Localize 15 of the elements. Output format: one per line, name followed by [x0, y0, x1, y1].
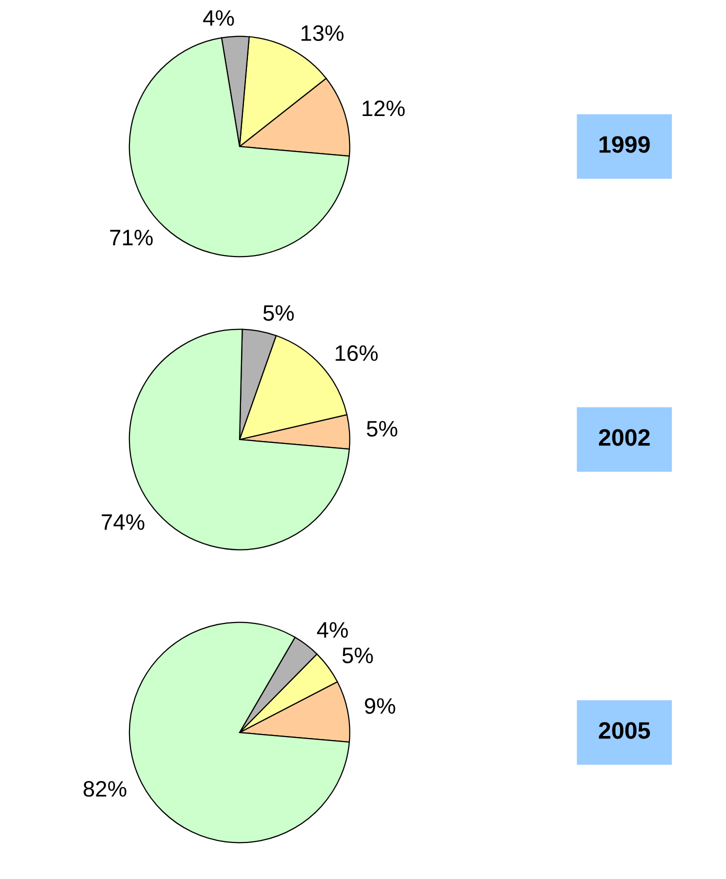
data-label: 9%: [364, 698, 396, 714]
data-label: 12%: [362, 100, 405, 116]
data-label: 74%: [102, 514, 144, 530]
data-label: 5%: [263, 305, 294, 321]
data-label: 5%: [366, 420, 398, 437]
text: 2005: [598, 722, 650, 739]
text: 1999: [600, 136, 650, 153]
data-label: 4%: [203, 10, 234, 26]
data-label: 16%: [336, 345, 378, 362]
data-label: 13%: [302, 25, 344, 42]
data-label: 4%: [317, 622, 348, 638]
data-label: 82%: [84, 781, 126, 797]
data-label: 71%: [110, 230, 153, 246]
data-label: 5%: [342, 648, 373, 664]
text: 2002: [598, 429, 650, 446]
